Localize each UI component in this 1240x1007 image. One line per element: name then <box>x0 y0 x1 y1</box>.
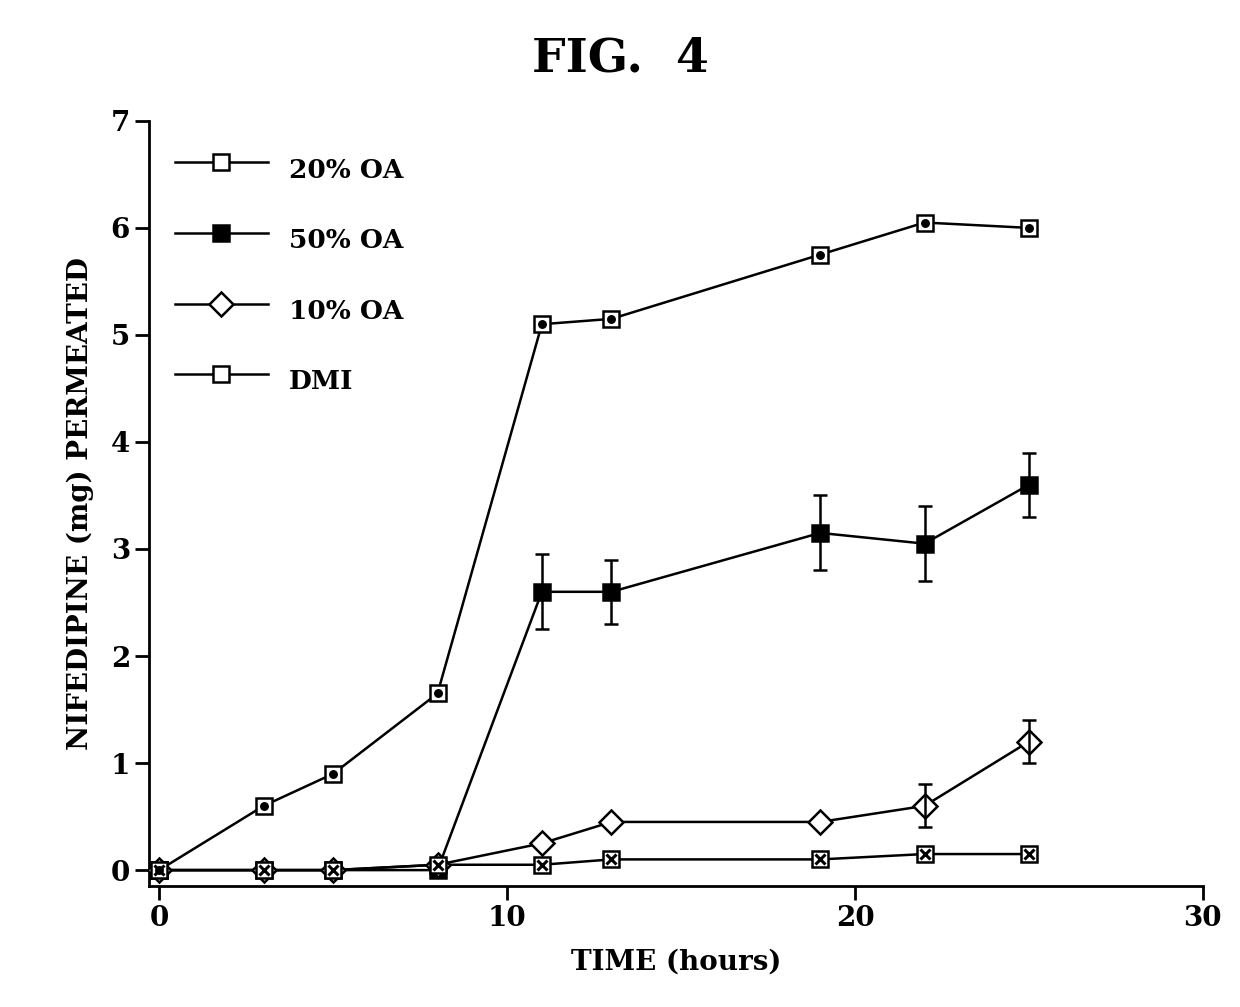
Text: FIG.  4: FIG. 4 <box>532 35 708 82</box>
X-axis label: TIME (hours): TIME (hours) <box>570 949 781 976</box>
Legend: 20% OA, 50% OA, 10% OA, DMI: 20% OA, 50% OA, 10% OA, DMI <box>162 134 417 417</box>
Y-axis label: NIFEDIPINE (mg) PERMEATED: NIFEDIPINE (mg) PERMEATED <box>67 257 94 750</box>
